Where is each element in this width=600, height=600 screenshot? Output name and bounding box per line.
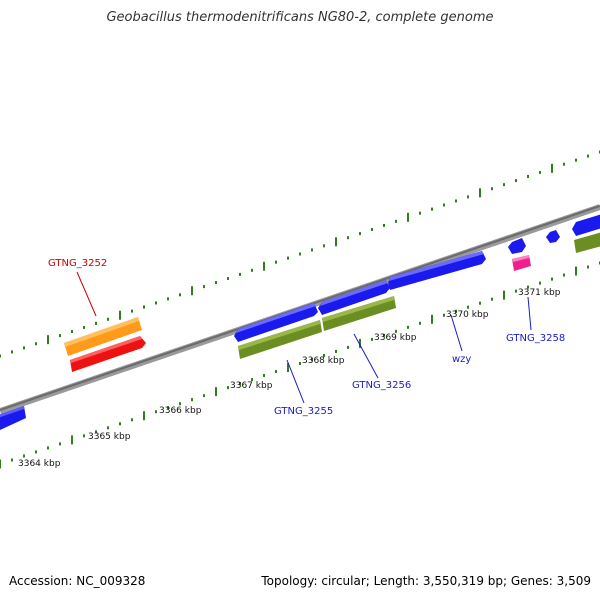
gene-orange-gtng-3252[interactable] [64, 317, 142, 356]
inner-tick-track [0, 261, 600, 469]
gene-red[interactable] [70, 336, 146, 372]
gene-blue-small-2[interactable] [546, 230, 560, 243]
map-title: Geobacillus thermodenitrificans NG80-2, … [106, 10, 494, 25]
outer-tick-track [0, 150, 600, 358]
gene-magenta-gtng-3258[interactable] [512, 255, 531, 271]
kbp-label-3369: 3369 kbp [374, 333, 417, 343]
gene-blue-small-1[interactable] [508, 238, 526, 254]
kbp-label-3368: 3368 kbp [302, 356, 345, 366]
connector-gtng-3252 [76, 271, 97, 317]
gene-olive-right[interactable] [574, 232, 600, 253]
gene-label-gtng-3255[interactable]: GTNG_3255 [274, 406, 333, 417]
genome-summary-text: Topology: circular; Length: 3,550,319 bp… [261, 574, 591, 588]
connector-gtng-3258 [527, 296, 532, 331]
kbp-label-3365: 3365 kbp [88, 432, 131, 442]
connector-wzy [450, 314, 463, 352]
gene-blue-gtng-3255[interactable] [234, 303, 318, 342]
kbp-label-3366: 3366 kbp [159, 406, 202, 416]
gene-label-gtng-3252[interactable]: GTNG_3252 [48, 258, 107, 269]
kbp-label-3364: 3364 kbp [18, 459, 61, 469]
gene-blue-wzy[interactable] [388, 251, 486, 290]
gene-label-gtng-3258[interactable]: GTNG_3258 [506, 333, 565, 344]
gene-olive-gtng-3255[interactable] [238, 320, 322, 359]
kbp-label-3370: 3370 kbp [446, 310, 489, 320]
gene-label-gtng-3256[interactable]: GTNG_3256 [352, 380, 411, 391]
gene-blue-gtng-3256[interactable] [318, 280, 390, 315]
gene-olive-gtng-3256[interactable] [322, 296, 396, 331]
gene-blue-right[interactable] [572, 214, 600, 236]
kbp-label-3367: 3367 kbp [230, 381, 273, 391]
connector-gtng-3255 [286, 359, 305, 404]
kbp-label-3371: 3371 kbp [518, 288, 561, 298]
accession-text: Accession: NC_009328 [9, 574, 146, 588]
gene-label-wzy[interactable]: wzy [452, 354, 471, 365]
gene-blue-left[interactable] [0, 406, 26, 430]
connector-gtng-3256 [353, 333, 379, 379]
